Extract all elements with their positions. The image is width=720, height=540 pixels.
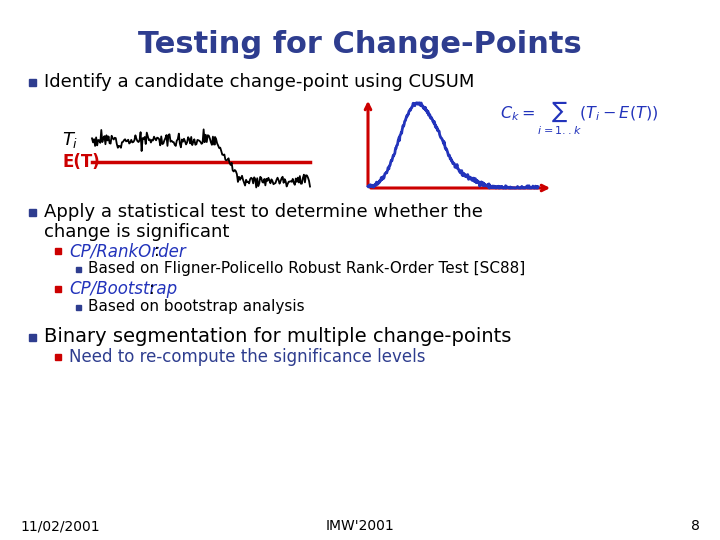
Text: :: : [154,242,160,260]
Text: CP/Bootstrap: CP/Bootstrap [69,280,177,298]
Text: Based on bootstrap analysis: Based on bootstrap analysis [88,300,305,314]
Text: 11/02/2001: 11/02/2001 [20,519,99,533]
Bar [76,305,81,309]
Bar [55,354,61,360]
Text: IMW'2001: IMW'2001 [325,519,395,533]
Bar [29,78,35,85]
Text: Testing for Change-Points: Testing for Change-Points [138,30,582,59]
Text: :: : [149,280,155,298]
Text: CP/RankOrder: CP/RankOrder [69,242,186,260]
Text: Identify a candidate change-point using CUSUM: Identify a candidate change-point using … [44,73,474,91]
Bar [29,334,35,341]
Text: Apply a statistical test to determine whether the: Apply a statistical test to determine wh… [44,203,483,221]
Text: Need to re-compute the significance levels: Need to re-compute the significance leve… [69,348,426,366]
Bar [55,248,61,254]
Bar [55,286,61,292]
Text: Based on Fligner-Policello Robust Rank-Order Test [SC88]: Based on Fligner-Policello Robust Rank-O… [88,261,526,276]
Text: Binary segmentation for multiple change-points: Binary segmentation for multiple change-… [44,327,511,347]
Text: E(T): E(T) [62,153,100,171]
Text: $C_k = \sum_{i=1..k} (T_i - E(T))$: $C_k = \sum_{i=1..k} (T_i - E(T))$ [500,100,658,137]
Text: 8: 8 [691,519,700,533]
Text: change is significant: change is significant [44,223,230,241]
Text: $T_i$: $T_i$ [62,130,78,150]
Bar [29,208,35,215]
Bar [76,267,81,272]
